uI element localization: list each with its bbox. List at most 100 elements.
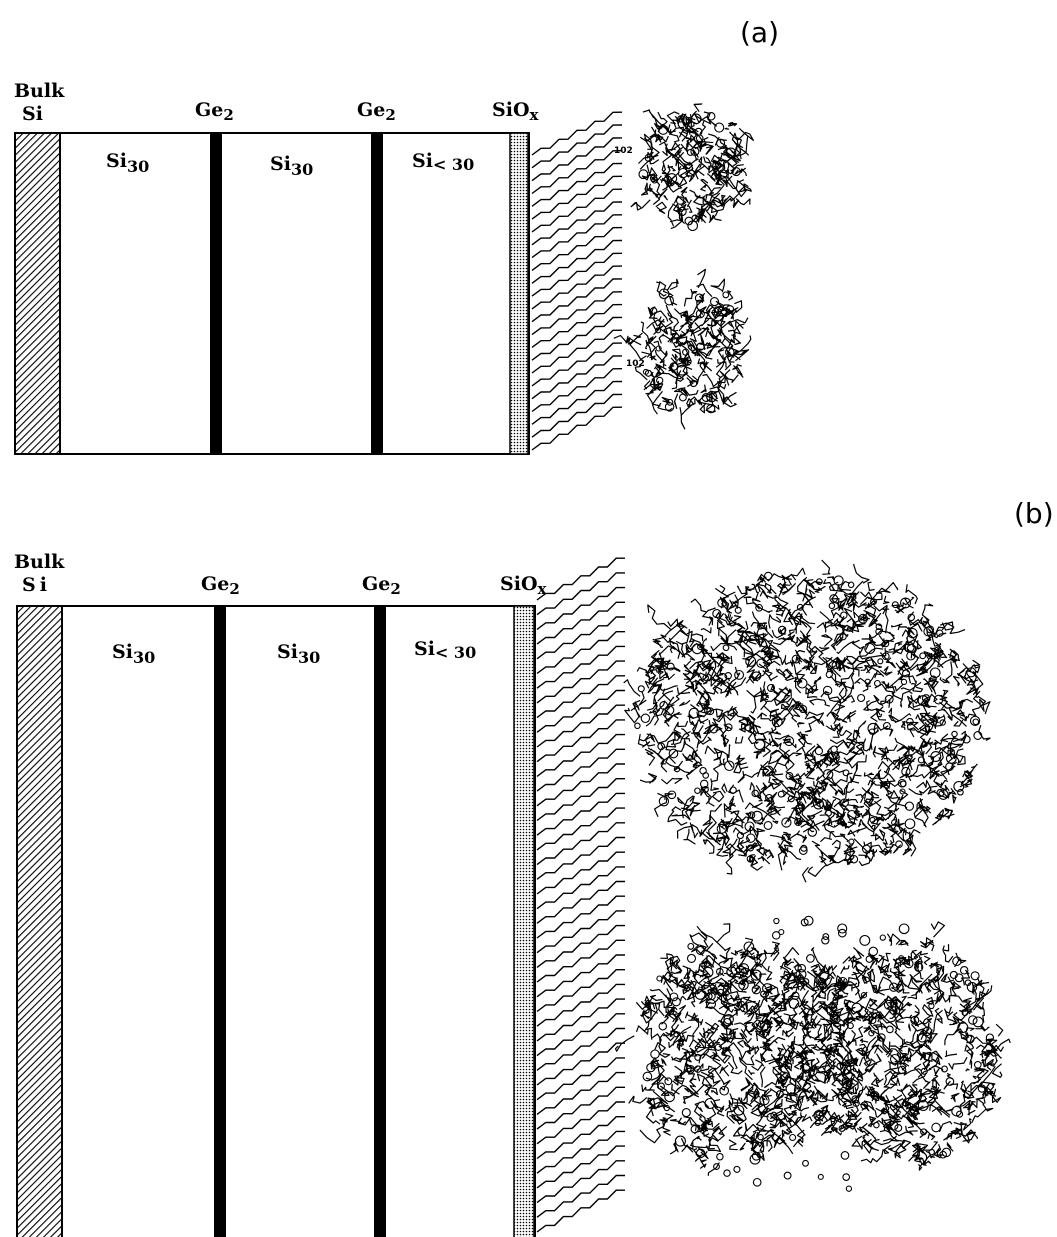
protein-ring	[666, 173, 678, 184]
protein-ring	[637, 685, 645, 693]
protein-ring	[908, 1106, 919, 1117]
protein-ring	[860, 992, 868, 999]
protein-ring	[802, 978, 810, 986]
protein-ring	[977, 1084, 987, 1093]
protein-ring	[877, 658, 884, 665]
protein-ring	[671, 997, 681, 1007]
alkyl-chain	[531, 291, 623, 336]
protein-ring	[873, 1121, 880, 1129]
protein-ring	[749, 1153, 761, 1165]
protein-ring	[658, 1021, 668, 1031]
protein-ring	[705, 999, 717, 1010]
alkyl-chain	[536, 631, 625, 675]
alkyl-chain	[536, 939, 625, 983]
panel-b-protein-layer-1	[623, 559, 991, 883]
protein-ring	[949, 970, 958, 979]
protein-ring	[857, 693, 866, 703]
protein-ring	[822, 685, 833, 696]
protein-ring	[771, 716, 783, 728]
protein-ring	[923, 626, 934, 637]
alkyl-chain	[531, 150, 623, 195]
alkyl-chain	[536, 675, 625, 719]
protein-ring	[772, 1065, 782, 1076]
alkyl-chain	[531, 342, 623, 387]
protein-ring	[919, 652, 927, 660]
alkyl-chain	[536, 748, 625, 792]
protein-ring	[686, 148, 694, 156]
protein-ring	[828, 1003, 838, 1012]
protein-ring	[784, 736, 795, 747]
panel-a-protein-label-2: 102	[626, 359, 645, 369]
protein-ring	[860, 1101, 869, 1110]
protein-ring	[642, 1071, 653, 1082]
alkyl-chain	[536, 645, 625, 689]
protein-ring	[726, 966, 738, 978]
protein-ring	[837, 976, 848, 988]
protein-ring	[900, 597, 911, 609]
protein-ring	[966, 981, 978, 993]
protein-ring	[723, 1169, 731, 1177]
protein-ring	[936, 629, 944, 637]
protein-ring	[826, 752, 837, 763]
alkyl-chain	[536, 880, 625, 924]
protein-ring	[806, 954, 815, 963]
protein-ring	[803, 915, 814, 926]
protein-ring	[833, 575, 844, 586]
protein-ring	[738, 979, 749, 991]
protein-ring	[920, 1128, 928, 1136]
protein-ring	[813, 1109, 825, 1121]
alkyl-chain	[536, 1160, 625, 1204]
protein-ring	[731, 167, 741, 177]
protein-ring	[961, 1009, 969, 1017]
alkyl-chain	[531, 226, 623, 271]
protein-ring	[858, 613, 868, 624]
panel-b-bulk-line2: Si	[22, 574, 51, 596]
protein-ring	[906, 643, 917, 654]
protein-ring	[822, 933, 830, 941]
protein-ring	[722, 644, 730, 652]
alkyl-chain	[531, 201, 623, 246]
protein-ring	[807, 1066, 818, 1076]
protein-ring	[744, 821, 755, 832]
protein-ring	[687, 942, 695, 950]
panel-a-protein-label-1: 102	[614, 146, 633, 156]
protein-ring	[802, 1159, 809, 1167]
panel-b-protein-layer-2	[614, 915, 1011, 1192]
protein-ring	[839, 633, 847, 641]
protein-ring	[868, 946, 879, 957]
protein-ring	[861, 844, 871, 854]
protein-ring	[705, 992, 713, 1001]
protein-ring	[879, 934, 886, 941]
panel-b-siox-label: SiOx	[500, 573, 548, 598]
alkyl-chain	[536, 792, 625, 836]
protein-ring	[956, 1110, 964, 1118]
alkyl-chain	[536, 601, 625, 645]
protein-ring	[851, 738, 858, 745]
protein-ring	[656, 975, 663, 982]
protein-ring	[931, 1122, 941, 1133]
protein-ring	[945, 1077, 955, 1086]
protein-ring	[886, 1025, 894, 1034]
protein-ring	[736, 831, 745, 840]
alkyl-chain	[536, 763, 625, 807]
protein-ring	[873, 679, 881, 687]
protein-ring	[770, 1111, 778, 1119]
alkyl-chain	[536, 1174, 625, 1218]
protein-ring	[870, 598, 877, 606]
protein-ring	[655, 327, 662, 334]
protein-ring	[875, 623, 883, 631]
alkyl-chain	[536, 836, 625, 880]
protein-backbone	[623, 559, 991, 883]
protein-ring	[787, 795, 795, 803]
protein-ring	[694, 787, 701, 794]
panel-b-ge-layer-2	[374, 606, 386, 1237]
protein-ring	[840, 798, 849, 808]
protein-ring	[783, 1171, 792, 1180]
alkyl-chain	[536, 1086, 625, 1130]
protein-ring	[759, 1095, 770, 1106]
protein-ring	[882, 640, 890, 648]
protein-ring	[734, 606, 742, 614]
protein-ring	[936, 788, 945, 797]
protein-ring	[859, 934, 871, 946]
protein-ring	[969, 715, 981, 727]
